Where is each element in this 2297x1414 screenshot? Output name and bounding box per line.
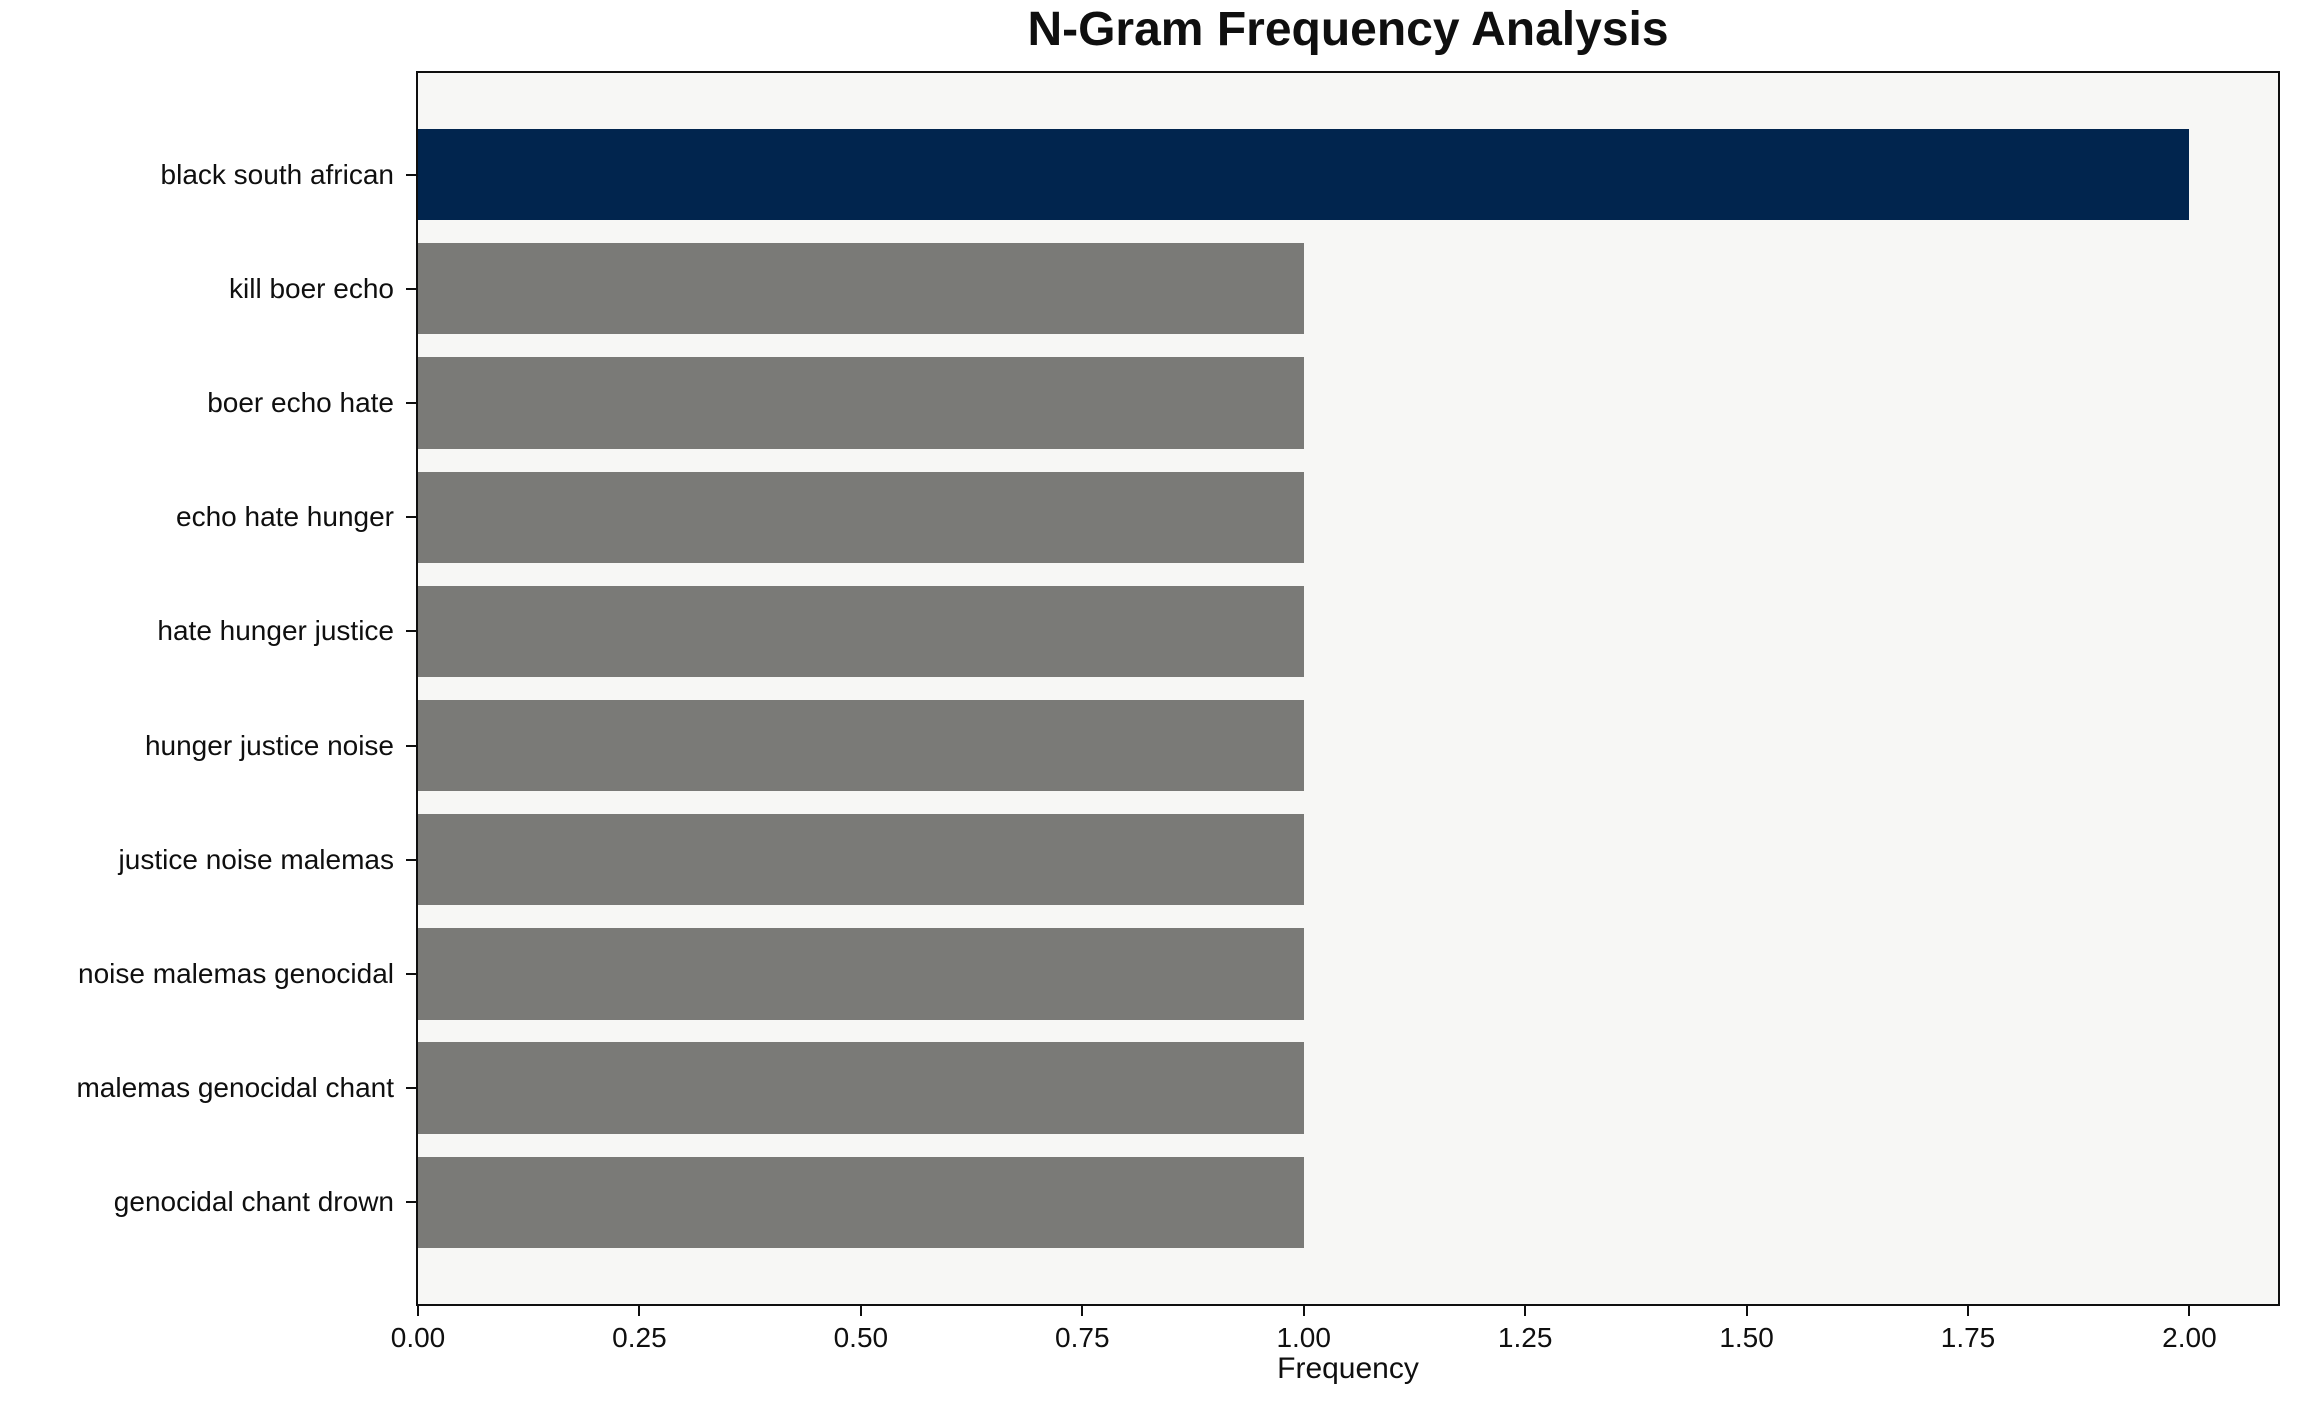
bar [418,928,1304,1020]
x-tick-label: 0.50 [833,1322,889,1353]
x-tick-label: 1.75 [1940,1322,1996,1353]
y-tick-mark [406,287,416,290]
y-tick-label: boer echo hate [207,387,394,419]
y-tick-label: malemas genocidal chant [76,1072,394,1104]
y-tick-mark [406,516,416,519]
chart-title: N-Gram Frequency Analysis [1027,3,1669,56]
bar [418,1042,1304,1134]
y-tick-label: hunger justice noise [144,729,394,761]
y-tick-label: black south african [160,158,394,190]
y-tick-mark [406,402,416,405]
y-tick-mark [406,1087,416,1090]
x-tick-mark [1524,1306,1527,1316]
x-tick-label: 0.75 [1055,1322,1110,1353]
x-tick-label: 1.00 [1276,1322,1331,1353]
bar [418,585,1304,678]
y-tick-mark [406,630,416,633]
bar [418,1156,1304,1249]
bar [418,128,2190,221]
x-tick-mark [1745,1306,1748,1316]
plot-area [416,71,2280,1306]
bar [418,357,1304,449]
x-axis: 0.00 0.25 0.50 0.75 1.00 1.25 1.50 1.75 2.00 [391,1306,2278,1386]
x-tick-label: 0.00 [390,1322,446,1353]
y-tick-label: justice noise malemas [118,843,394,875]
y-tick-label: genocidal chant drown [113,1186,394,1218]
y-tick-mark [406,744,416,747]
x-tick-label: 1.25 [1497,1322,1553,1353]
y-tick-label: hate hunger justice [157,615,394,647]
x-tick-label: 0.25 [612,1322,667,1353]
y-tick-mark [406,858,416,861]
y-tick-mark [406,173,416,176]
bar [418,243,1304,335]
x-axis-label: Frequency [1277,1352,1419,1385]
bar [418,814,1304,906]
bar [418,699,1304,792]
x-tick-label: 1.50 [1719,1322,1774,1353]
y-tick-label: noise malemas genocidal [78,957,394,989]
x-tick-mark [1081,1306,1084,1316]
y-tick-label: echo hate hunger [176,501,394,533]
x-tick-mark [1302,1306,1305,1316]
x-tick-mark [859,1306,862,1316]
y-tick-mark [406,972,416,975]
y-axis: black south african kill boer echo boer ec… [0,73,416,1304]
x-tick-mark [2188,1306,2191,1316]
y-tick-mark [406,1201,416,1204]
y-tick-label: kill boer echo [229,272,394,304]
bar [418,471,1304,563]
x-tick-mark [417,1306,419,1316]
x-tick-mark [638,1306,641,1316]
x-tick-mark [1967,1306,1969,1316]
x-tick-label: 2.00 [2162,1322,2217,1353]
